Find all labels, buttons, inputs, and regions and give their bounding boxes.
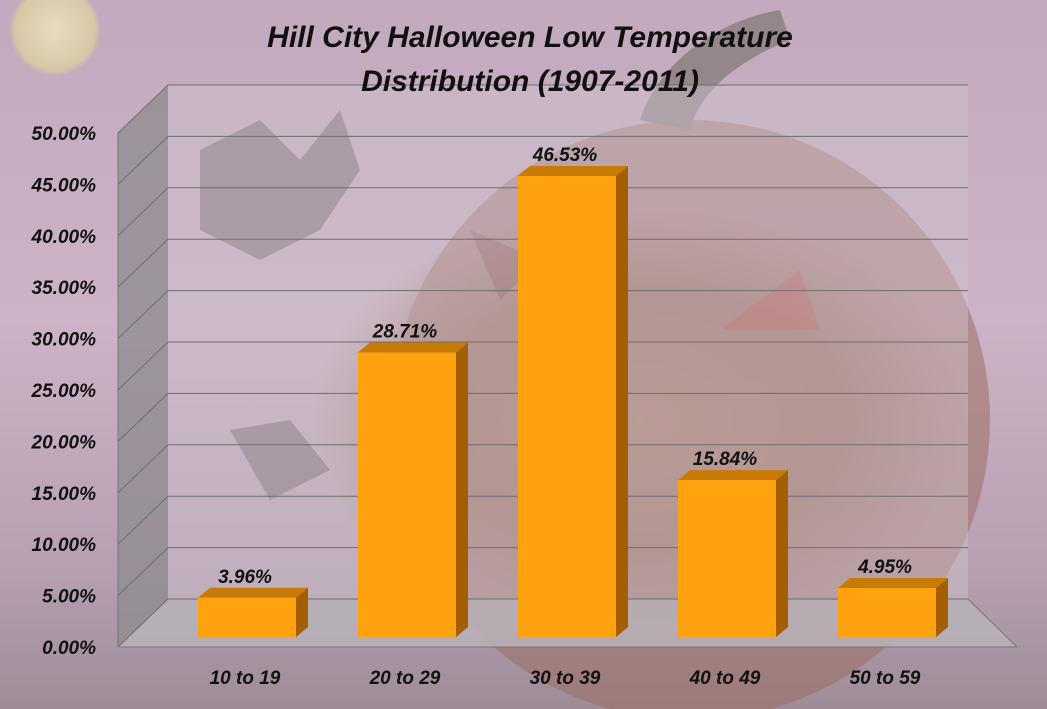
bar-top — [198, 587, 308, 598]
x-category-label: 30 to 39 — [530, 668, 601, 689]
x-category-label: 50 to 59 — [850, 668, 921, 689]
bar-front — [198, 597, 296, 637]
bar-side — [456, 342, 468, 637]
bar-top — [358, 342, 468, 353]
y-tick-label: 5.00% — [42, 587, 96, 608]
chart-title-line-1: Hill City Halloween Low Temperature — [267, 21, 793, 54]
gridline — [117, 135, 968, 185]
y-tick-label: 25.00% — [31, 381, 97, 402]
bar — [678, 470, 788, 637]
y-tick-label: 30.00% — [32, 330, 97, 351]
gridline — [117, 290, 968, 339]
y-axis: 0.00% 5.00% 10.00% 15.00% 20.00% 25.00% … — [31, 124, 97, 659]
data-label: 4.95% — [857, 557, 912, 578]
data-label: 28.71% — [372, 322, 438, 343]
bar-top — [678, 470, 788, 481]
gridline — [117, 238, 968, 288]
data-label: 15.84% — [693, 449, 758, 470]
bar-top — [838, 577, 948, 588]
bar-front — [358, 352, 456, 637]
data-labels: 3.96% 28.71% 46.53% 15.84% 4.95% — [218, 145, 912, 588]
bar — [838, 577, 948, 637]
bar-top — [518, 166, 628, 176]
x-category-label: 20 to 29 — [369, 668, 441, 689]
y-tick-label: 50.00% — [32, 124, 97, 145]
y-tick-label: 40.00% — [31, 227, 97, 248]
x-axis: 10 to 19 20 to 29 30 to 39 40 to 49 50 t… — [210, 668, 921, 689]
chart-title: Hill City Halloween Low Temperature Dist… — [267, 21, 793, 98]
bar-side — [776, 470, 788, 637]
y-tick-label: 10.00% — [32, 535, 97, 556]
bars-group — [198, 166, 948, 637]
bar-side — [616, 166, 628, 637]
y-tick-label: 35.00% — [32, 278, 97, 299]
bar — [518, 166, 628, 637]
bar — [358, 342, 468, 637]
x-category-label: 10 to 19 — [210, 668, 281, 689]
gridline — [117, 341, 968, 391]
bar-front — [838, 587, 936, 637]
gridline — [117, 392, 968, 442]
y-tick-label: 20.00% — [31, 432, 97, 453]
bar — [198, 587, 308, 637]
gridline — [117, 84, 968, 134]
bar-side — [296, 587, 308, 637]
y-tick-label: 0.00% — [42, 638, 96, 659]
data-label: 3.96% — [218, 567, 272, 588]
data-label: 46.53% — [532, 145, 598, 166]
bar-front — [678, 480, 776, 637]
gridline — [117, 444, 968, 494]
gridline — [117, 187, 968, 237]
y-tick-label: 45.00% — [31, 175, 97, 196]
x-category-label: 40 to 49 — [689, 668, 761, 689]
floor-edge — [967, 598, 1018, 648]
bar-side — [936, 577, 948, 637]
chart-title-line-2: Distribution (1907-2011) — [361, 65, 699, 98]
bar-front — [518, 176, 616, 637]
y-tick-label: 15.00% — [32, 484, 97, 505]
